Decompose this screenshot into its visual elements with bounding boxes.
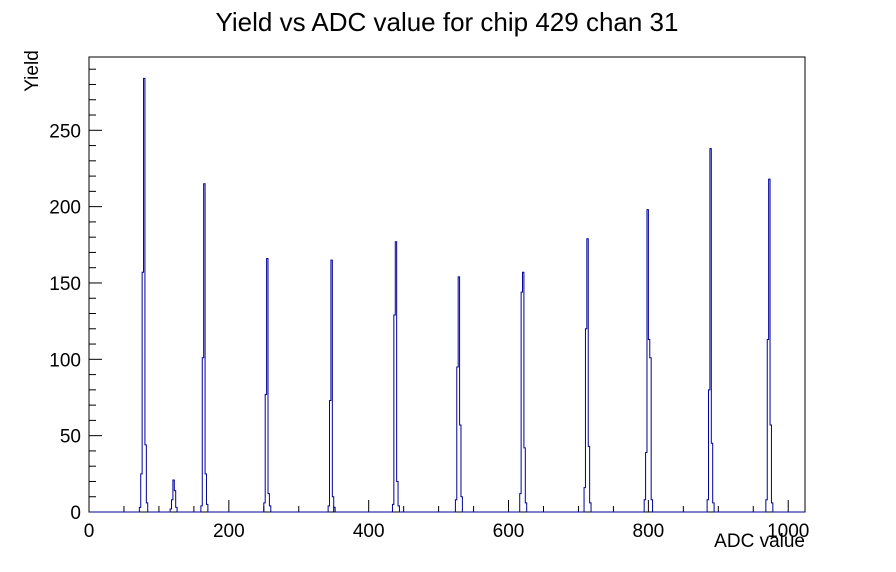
x-tick-label: 800 xyxy=(633,521,665,542)
y-tick-label: 250 xyxy=(49,121,81,142)
x-tick-label: 0 xyxy=(84,521,95,542)
y-tick-label: 50 xyxy=(60,427,81,448)
plot-frame xyxy=(88,56,806,513)
y-tick-label: 100 xyxy=(49,350,81,371)
x-tick-label: 600 xyxy=(493,521,525,542)
y-axis-ticks: 0 50 100 150 200 250 xyxy=(49,68,102,524)
x-tick-label: 1000 xyxy=(767,521,809,542)
y-tick-label: 0 xyxy=(70,503,81,524)
x-tick-label: 400 xyxy=(353,521,385,542)
x-axis-title: ADC value xyxy=(714,531,805,552)
x-tick-label: 200 xyxy=(213,521,245,542)
chart-title: Yield vs ADC value for chip 429 chan 31 xyxy=(215,7,679,37)
x-axis-ticks: 0 200 400 600 800 1000 xyxy=(84,500,809,542)
histogram-line xyxy=(89,77,805,513)
y-tick-label: 200 xyxy=(49,198,81,219)
y-tick-label: 150 xyxy=(49,274,81,295)
